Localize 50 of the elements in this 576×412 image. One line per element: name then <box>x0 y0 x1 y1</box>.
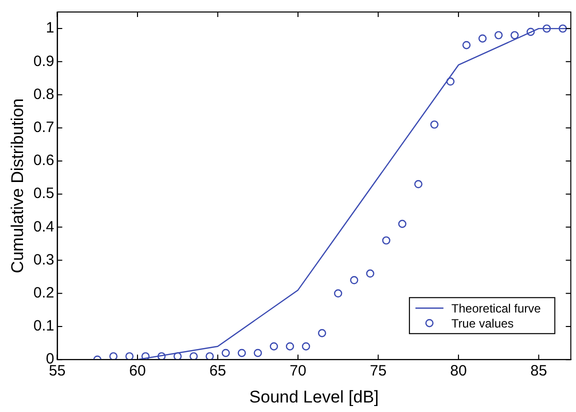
y-tick-label: 0.3 <box>33 251 54 268</box>
point <box>462 41 471 50</box>
y-tick-label: 0.1 <box>33 318 54 335</box>
point <box>125 352 134 360</box>
y-tick-label: 1 <box>46 20 54 37</box>
point <box>526 28 535 36</box>
point <box>494 31 503 40</box>
point <box>157 352 166 360</box>
x-tick-label: 70 <box>290 362 306 380</box>
point <box>174 352 182 360</box>
point <box>206 352 214 360</box>
point <box>382 236 390 245</box>
point <box>190 352 198 360</box>
point <box>558 24 567 33</box>
y-tick-label: 0.8 <box>33 86 54 103</box>
point <box>270 342 278 350</box>
y-axis-title: Cumulative Distribution <box>8 98 27 274</box>
x-tick-label: 60 <box>129 362 146 380</box>
y-tick-label: 0.2 <box>33 284 54 302</box>
point <box>366 269 374 278</box>
point <box>141 352 150 360</box>
legend-label: True values <box>451 316 514 330</box>
point <box>334 289 342 298</box>
point <box>446 77 455 86</box>
point <box>318 329 326 338</box>
y-tick-label: 0.5 <box>33 185 54 202</box>
y-tick-label: 0.9 <box>33 52 54 70</box>
legend-label: Theoretical furve <box>451 301 542 316</box>
point <box>350 276 358 284</box>
x-tick-label: 85 <box>530 362 548 380</box>
y-tick-label: 0.4 <box>33 218 54 236</box>
y-tick-label: 0.7 <box>33 119 54 136</box>
point <box>302 342 310 350</box>
x-tick-label: 55 <box>48 362 66 380</box>
point <box>478 34 487 43</box>
point <box>222 348 230 358</box>
point <box>414 180 422 188</box>
y-tick-label: 0.6 <box>33 152 54 170</box>
point <box>542 24 551 33</box>
point <box>254 348 262 358</box>
point <box>238 348 246 358</box>
point <box>430 120 438 129</box>
x-tick-label: 80 <box>450 362 467 380</box>
point <box>398 220 406 228</box>
x-tick-label: 65 <box>209 362 226 380</box>
point <box>286 342 294 350</box>
x-axis-title: Sound Level [dB] <box>249 387 379 406</box>
point <box>510 31 519 40</box>
x-tick-label: 75 <box>370 362 387 380</box>
point <box>109 352 118 360</box>
